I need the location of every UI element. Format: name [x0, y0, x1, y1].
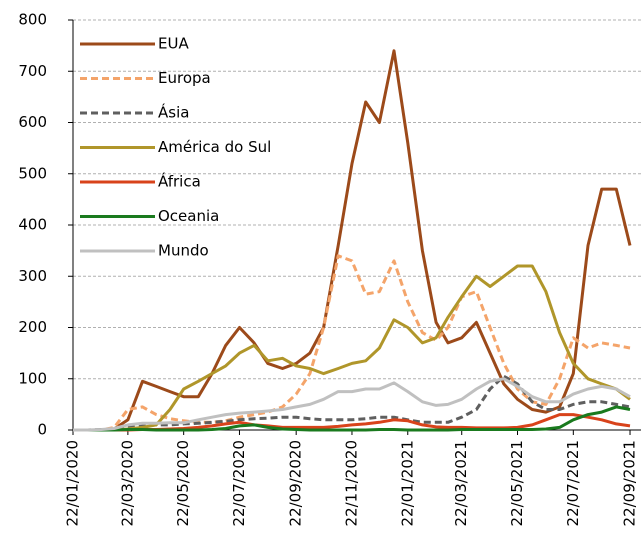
legend-label: EUA — [158, 35, 189, 53]
legend-label: Europa — [158, 69, 211, 87]
series-line — [73, 377, 631, 432]
x-tick-label: 22/01/2021 — [398, 440, 416, 526]
y-tick-label: 700 — [18, 62, 47, 80]
y-tick-label: 500 — [18, 164, 47, 182]
x-tick-label: 22/09/2020 — [287, 440, 305, 526]
legend-label: América do Sul — [158, 138, 271, 156]
x-tick-label: 22/03/2021 — [452, 440, 470, 526]
legend-label: África — [158, 172, 201, 191]
legend-label: Oceania — [158, 207, 219, 225]
series-line — [73, 374, 631, 432]
y-tick-label: 300 — [18, 267, 47, 285]
series-line — [73, 264, 631, 432]
x-tick-label: 22/05/2021 — [508, 440, 526, 526]
series-line — [73, 254, 631, 432]
y-tick-label: 0 — [37, 421, 47, 439]
y-tick-label: 100 — [18, 369, 47, 387]
x-tick-label: 22/07/2020 — [230, 440, 248, 526]
x-tick-label: 22/09/2021 — [621, 440, 639, 526]
series-line — [73, 405, 631, 432]
x-tick-label: 22/03/2020 — [118, 440, 136, 526]
x-tick-label: 22/01/2020 — [64, 440, 82, 526]
x-tick-label: 22/07/2021 — [564, 440, 582, 526]
y-tick-label: 400 — [18, 216, 47, 234]
x-tick-label: 22/05/2020 — [174, 440, 192, 526]
series-line — [73, 49, 632, 432]
legend-label: Ásia — [158, 103, 189, 122]
legend-label: Mundo — [158, 242, 209, 260]
y-tick-label: 200 — [18, 318, 47, 336]
y-tick-label: 600 — [18, 113, 47, 131]
y-tick-label: 800 — [18, 11, 47, 29]
x-tick-label: 22/11/2020 — [342, 440, 360, 526]
